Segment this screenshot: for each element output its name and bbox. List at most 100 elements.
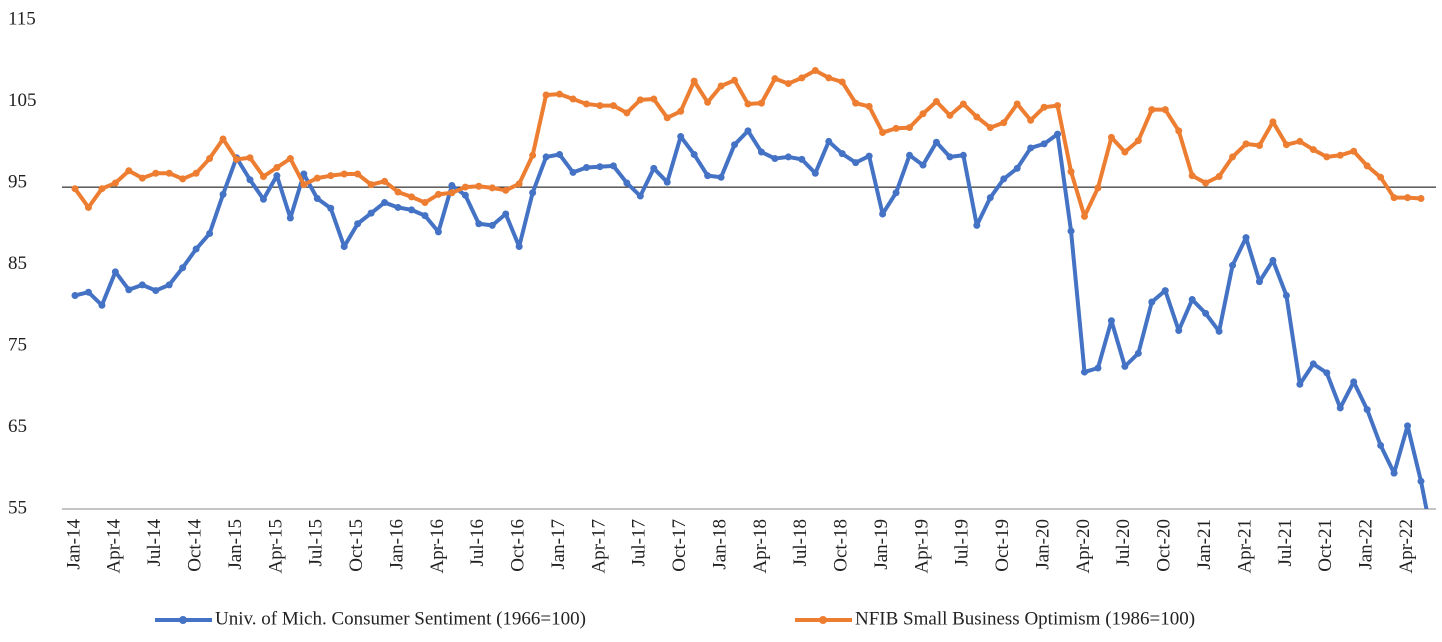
data-point (973, 221, 981, 229)
legend-marker (819, 616, 827, 624)
data-point (1121, 362, 1129, 370)
x-tick-label: Apr-14 (104, 519, 125, 574)
data-point (421, 212, 429, 220)
data-point (596, 102, 604, 110)
data-point (354, 170, 362, 178)
data-point (650, 164, 658, 172)
data-point (434, 190, 442, 198)
data-point (179, 264, 187, 272)
data-point (1229, 261, 1237, 269)
data-point (1229, 153, 1237, 161)
data-point (1081, 368, 1088, 376)
data-point (838, 78, 846, 86)
data-point (259, 195, 267, 203)
data-point (1269, 118, 1277, 126)
data-point (381, 199, 389, 207)
data-point (394, 203, 402, 211)
data-point (1363, 162, 1371, 170)
data-point (502, 210, 510, 218)
data-point (919, 110, 927, 118)
data-point (408, 193, 415, 201)
data-point (1417, 194, 1425, 202)
y-tick-label: 95 (8, 171, 27, 192)
data-point (1027, 144, 1035, 152)
data-point (757, 99, 765, 107)
data-point (273, 164, 281, 172)
x-tick-label: Apr-22 (1396, 519, 1417, 574)
data-point (111, 268, 119, 276)
data-point (367, 209, 375, 217)
data-point (879, 128, 887, 136)
y-tick-label: 55 (8, 497, 27, 518)
data-point (717, 173, 725, 181)
data-point (1081, 212, 1088, 220)
data-point (1000, 119, 1008, 127)
data-point (1054, 102, 1062, 110)
y-tick-label: 85 (8, 253, 27, 274)
data-point (219, 190, 227, 198)
data-point (838, 150, 846, 158)
data-point (569, 168, 577, 176)
x-tick-label: Jul-14 (144, 519, 165, 567)
data-point (1309, 146, 1317, 154)
data-point (892, 189, 900, 197)
data-point (663, 114, 671, 122)
data-point (461, 183, 469, 191)
data-point (946, 153, 954, 161)
data-point (1202, 179, 1210, 187)
x-tick-label: Apr-20 (1073, 519, 1094, 574)
data-point (556, 90, 564, 98)
data-point (744, 100, 752, 108)
data-point (731, 141, 739, 149)
data-point (1040, 103, 1048, 111)
data-point (986, 194, 994, 202)
data-point (852, 159, 860, 167)
x-tick-label: Oct-16 (508, 519, 529, 572)
x-tick-label: Oct-17 (669, 519, 690, 572)
data-point (919, 161, 927, 169)
data-point (811, 169, 819, 177)
x-tick-label: Apr-15 (265, 519, 286, 574)
data-point (1323, 369, 1331, 377)
data-point (1013, 164, 1021, 172)
data-point (879, 210, 887, 218)
data-point (932, 98, 940, 105)
x-tick-label: Jan-19 (871, 519, 892, 570)
data-point (259, 172, 267, 180)
x-tick-label: Jan-20 (1032, 519, 1053, 570)
x-tick-label: Jan-16 (386, 519, 407, 570)
data-point (1431, 546, 1438, 553)
data-point (1094, 364, 1102, 372)
x-tick-label: Jul-19 (952, 519, 973, 567)
data-point (1296, 380, 1304, 388)
data-point (515, 180, 523, 188)
y-tick-label: 65 (8, 416, 27, 437)
data-point (973, 113, 981, 121)
y-tick-label: 105 (8, 90, 37, 111)
y-tick-label: 115 (8, 8, 36, 29)
data-point (1417, 477, 1425, 485)
data-point (71, 185, 79, 193)
data-point (569, 95, 577, 103)
data-point (111, 179, 119, 187)
data-point (1161, 287, 1169, 295)
x-tick-label: Apr-17 (588, 519, 609, 574)
data-point (502, 186, 510, 194)
data-point (125, 286, 133, 294)
data-point (596, 163, 604, 171)
data-point (98, 185, 106, 193)
data-point (206, 155, 214, 163)
data-point (811, 67, 819, 75)
data-point (488, 184, 496, 192)
x-tick-label: Oct-15 (346, 519, 367, 572)
data-point (1202, 309, 1210, 317)
data-point (300, 170, 308, 178)
x-tick-label: Jul-16 (467, 519, 488, 567)
x-tick-label: Oct-14 (184, 519, 205, 572)
data-point (1282, 141, 1290, 149)
data-point (865, 152, 873, 160)
plot-area (71, 67, 1438, 553)
data-point (1134, 349, 1142, 357)
data-point (771, 155, 779, 163)
data-point (98, 301, 106, 309)
